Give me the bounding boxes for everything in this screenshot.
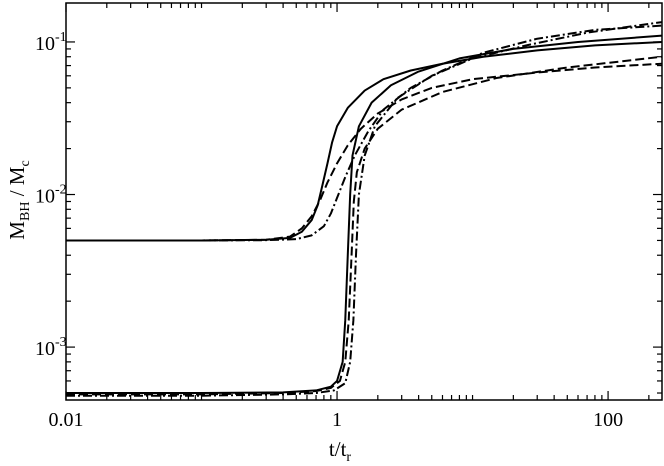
x-tick-label: 1 — [332, 409, 342, 431]
series-line-6 — [66, 21, 662, 397]
series-line-5 — [66, 55, 662, 396]
plot-frame — [65, 2, 663, 401]
y-tick-label: 10-3 — [35, 335, 67, 360]
x-tick-label: 100 — [593, 409, 623, 431]
series-line-3 — [66, 24, 662, 242]
x-axis-label: t/tr — [329, 437, 352, 465]
tick-labels: 0.01 1 100 10-3 10-2 10-1 — [35, 30, 623, 431]
series-layer — [66, 21, 662, 397]
series-line-1 — [66, 40, 662, 242]
series-line-4 — [66, 34, 662, 395]
y-axis-label: MBH / Mc — [5, 160, 33, 239]
x-tick-label: 0.01 — [49, 409, 84, 431]
axis-ticks — [65, 3, 662, 400]
y-tick-label: 10-1 — [35, 30, 67, 55]
y-tick-label: 10-2 — [35, 183, 67, 208]
